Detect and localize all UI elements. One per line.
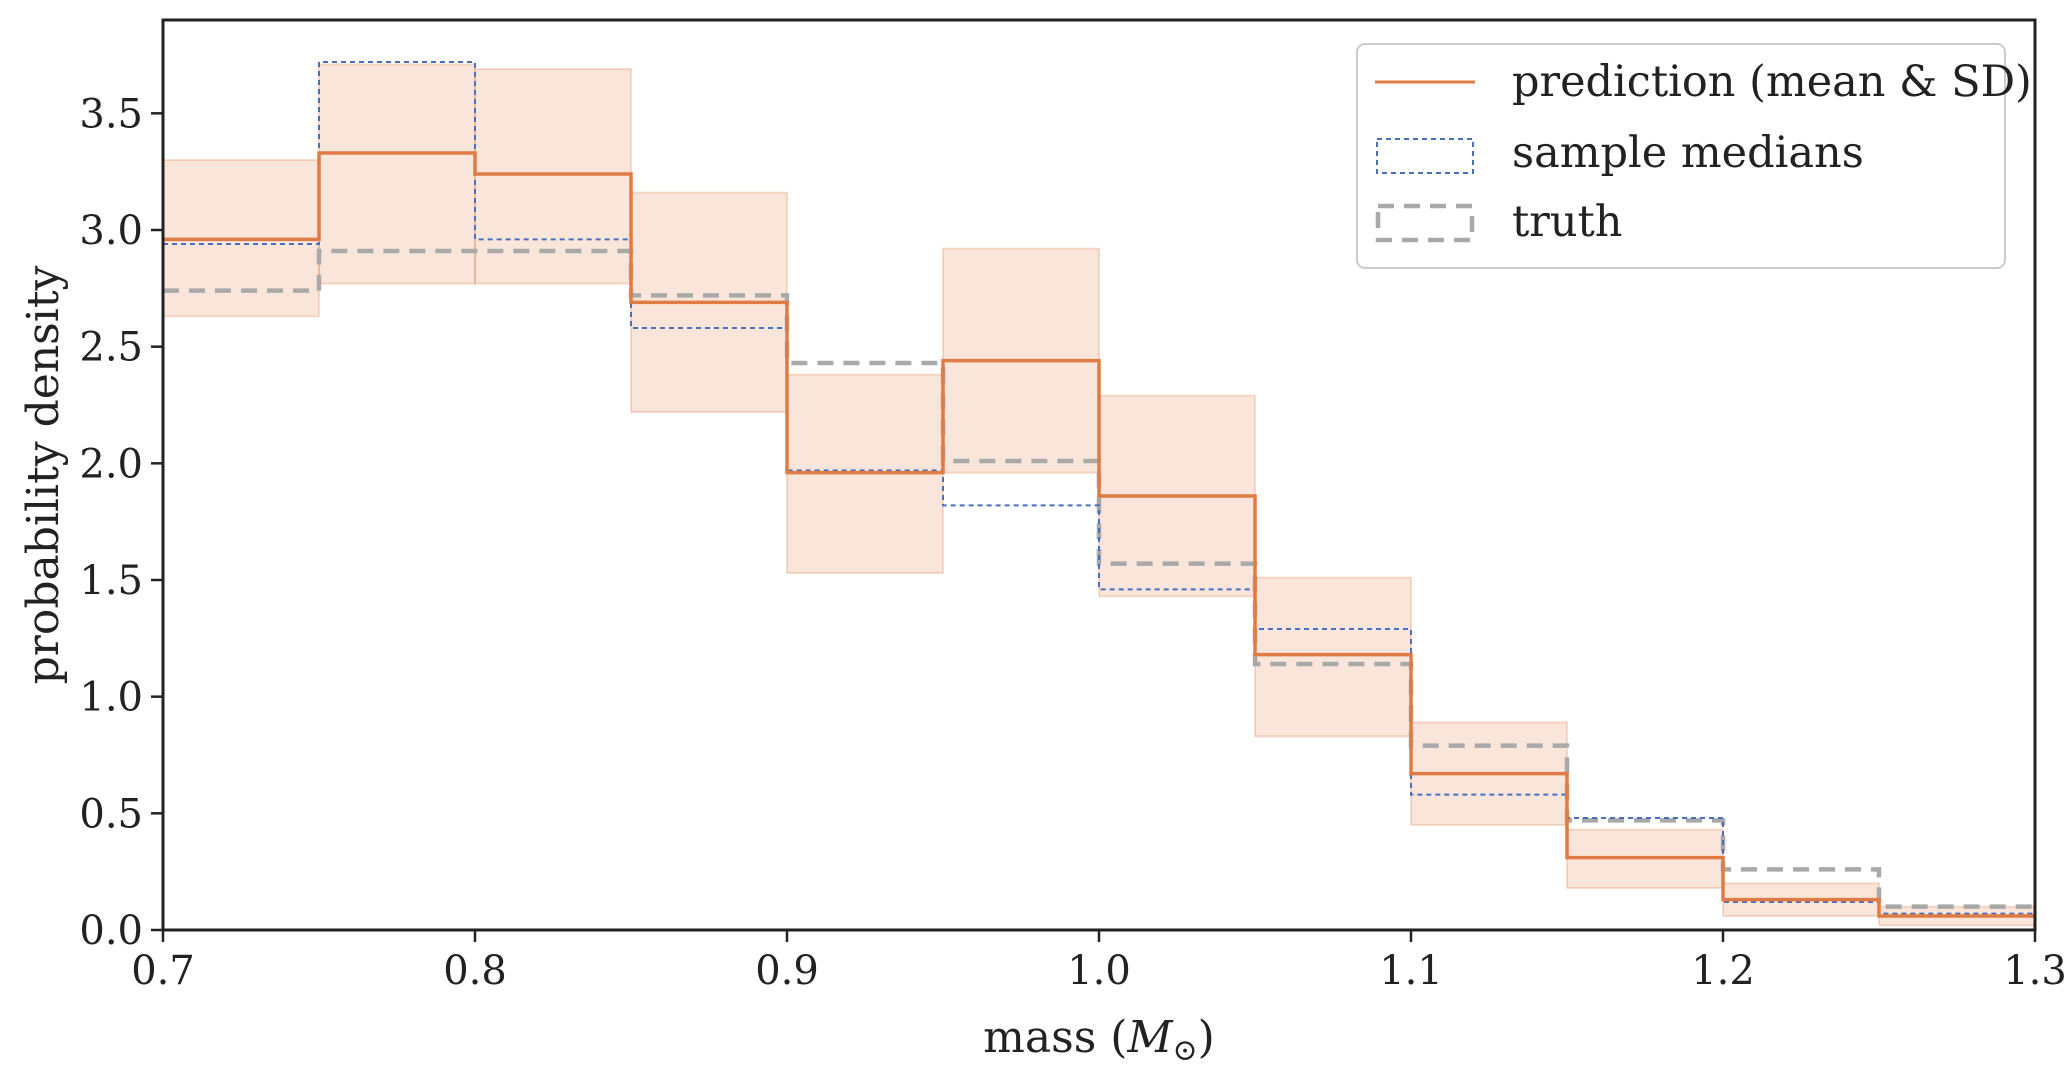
- legend-swatch-truth: [1375, 203, 1475, 243]
- y-tick-label: 0.0: [79, 908, 143, 954]
- x-tick-label: 0.8: [443, 948, 507, 994]
- x-tick-label: 1.3: [2003, 948, 2067, 994]
- x-tick-label: 0.9: [755, 948, 819, 994]
- y-tick-label: 2.5: [79, 325, 143, 371]
- legend-swatch-sample-medians: [1376, 138, 1474, 174]
- legend-label-truth: truth: [1512, 197, 1623, 247]
- legend-label-prediction: prediction (mean & SD): [1512, 57, 2032, 107]
- sd-band-bin-2: [474, 68, 632, 285]
- x-tick-label: 0.7: [131, 948, 195, 994]
- sd-band-bin-1: [318, 63, 476, 285]
- legend: prediction (mean & SD) sample medians tr…: [1356, 43, 2032, 269]
- y-tick-label: 3.5: [79, 91, 143, 137]
- y-tick-label: 1.0: [79, 675, 143, 721]
- series-layer: [163, 61, 2035, 918]
- series-prediction-mean: [163, 151, 2035, 918]
- legend-label-sample-medians: sample medians: [1512, 128, 1864, 178]
- x-tick-label: 1.2: [1691, 948, 1755, 994]
- y-tick-label: 2.0: [79, 441, 143, 487]
- x-tick-label: 1.1: [1379, 948, 1443, 994]
- y-tick-label: 1.5: [79, 558, 143, 604]
- y-axis-ticks: 0.0 0.5 1.0 1.5 2.0 2.5 3.0 3.5: [79, 91, 163, 954]
- x-axis-label: mass (M⊙): [983, 1012, 1215, 1068]
- x-tick-label: 1.0: [1067, 948, 1131, 994]
- y-tick-label: 0.5: [79, 791, 143, 837]
- legend-box: [1356, 43, 2006, 269]
- y-tick-label: 3.0: [79, 208, 143, 254]
- sd-band-bin-7: [1254, 576, 1412, 738]
- series-sample-medians: [163, 61, 2035, 915]
- series-truth: [163, 248, 2035, 909]
- x-axis-ticks: 0.7 0.8 0.9 1.0 1.1 1.2 1.3: [131, 930, 2067, 994]
- y-axis-label: probability density: [18, 265, 69, 684]
